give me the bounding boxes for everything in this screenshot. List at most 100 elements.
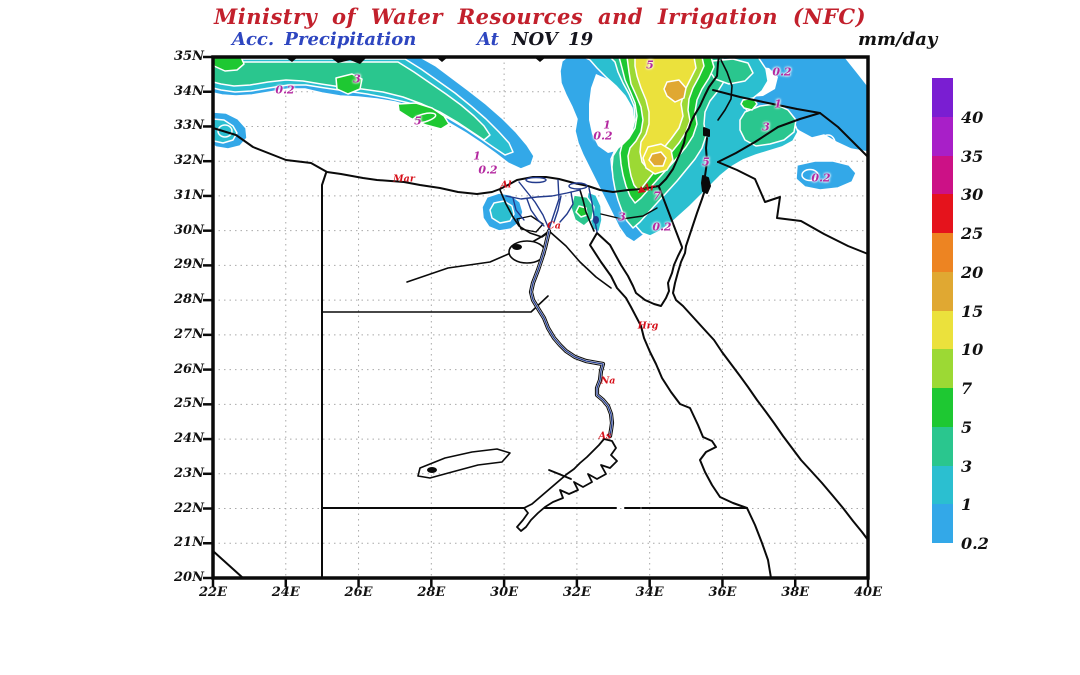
y-axis-label: 20N — [174, 569, 204, 585]
subtitle: Acc. Precipitation — [232, 29, 417, 50]
city-label: Hrg — [637, 320, 659, 332]
dead-sea — [701, 175, 711, 194]
colorbar-label: 10 — [961, 340, 984, 360]
colorbar-label: 1 — [961, 495, 973, 515]
x-axis-label: 40E — [854, 585, 882, 600]
contour-label: 0.2 — [772, 65, 792, 79]
contour-label: 0.2 — [478, 163, 498, 177]
colorbar-segment — [932, 116, 953, 156]
units-label: mm/day — [858, 29, 938, 50]
jordan-river — [704, 137, 708, 177]
red-sea-coastline — [589, 232, 772, 579]
x-axis-label: 36E — [708, 585, 737, 600]
x-axis-label: 24E — [271, 585, 300, 600]
contour-label: 0.2 — [593, 129, 613, 143]
city-label: As — [598, 430, 612, 442]
x-axis-label: 22E — [199, 585, 227, 600]
admin-line-27n — [321, 295, 549, 313]
lake-burullus — [525, 176, 547, 184]
city-label: Ca — [547, 220, 561, 232]
nile-river — [505, 176, 618, 532]
contour-label: 3 — [618, 210, 626, 224]
city-label: Ar — [642, 182, 656, 194]
libya-sudan-border — [212, 550, 244, 579]
aqaba-saudi-coastline — [672, 245, 869, 541]
delta-branches — [505, 176, 599, 233]
subtitle-at: At — [477, 29, 499, 50]
jordan-saudi-border — [717, 161, 869, 255]
delta-east-admin — [579, 189, 595, 232]
y-axis-label: 32N — [174, 153, 204, 169]
colorbar-segment — [932, 155, 953, 195]
y-axis-label: 34N — [174, 83, 204, 99]
colorbar-label: 3 — [961, 456, 973, 476]
colorbar-segment — [932, 194, 953, 233]
colorbar-segment — [932, 78, 953, 117]
colorbar-segment — [932, 349, 953, 388]
y-axis-label: 26N — [174, 361, 204, 377]
arish-marker — [638, 186, 646, 193]
contour-label: 5 — [414, 114, 422, 128]
contour-label: 5 — [702, 155, 710, 169]
colorbar-label: 7 — [961, 379, 973, 398]
x-axis-label: 34E — [635, 585, 664, 600]
city-label: Mar — [393, 173, 415, 185]
sinai-coastline — [596, 232, 683, 307]
colorbar-label: 15 — [961, 301, 984, 321]
suez-canal — [588, 187, 598, 233]
y-axis-label: 23N — [174, 465, 204, 481]
y-axis-label: 29N — [174, 257, 204, 273]
colorbar-segment — [932, 233, 953, 272]
y-axis-label: 30N — [174, 222, 204, 238]
y-axis-label: 28N — [174, 292, 204, 308]
x-axis-label: 28E — [417, 585, 446, 600]
coastlines-borders — [212, 56, 869, 579]
y-axis-label: 24N — [174, 431, 204, 447]
frame-and-ticks — [203, 55, 870, 587]
y-axis-label: 35N — [174, 49, 204, 64]
city-label: Al — [500, 179, 512, 191]
y-axis-label: 33N — [174, 118, 204, 134]
jordan-valley-border — [685, 192, 705, 247]
colorbar — [932, 78, 953, 543]
colorbar-segment — [932, 388, 953, 427]
colorbar-label: 40 — [961, 107, 984, 127]
syria-border-north — [712, 89, 869, 158]
contour-label: 0.2 — [275, 83, 295, 97]
egypt-israel-border — [658, 186, 683, 248]
x-axis-label: 32E — [562, 585, 591, 600]
colorbar-label: 20 — [961, 262, 984, 282]
delta-west-admin — [499, 189, 550, 238]
sea-of-galilee — [703, 127, 710, 137]
precip-isolated-patch — [795, 160, 857, 191]
colorbar-label: 5 — [961, 417, 973, 437]
contour-label: 1 — [603, 118, 611, 132]
contour-label: 3 — [762, 120, 770, 134]
admin-cairo-southeast — [548, 230, 612, 289]
colorbar-segment — [932, 426, 953, 466]
contour-label: 1 — [774, 97, 782, 111]
x-axis-label: 26E — [344, 585, 373, 600]
lebanon-border — [717, 59, 733, 121]
y-axis-label: 31N — [174, 187, 204, 203]
precip-fills — [212, 56, 869, 243]
toshka-lake — [427, 467, 437, 473]
lake-manzala — [568, 182, 588, 190]
x-axis-label: 30E — [490, 585, 519, 600]
contour-label: 0.2 — [811, 171, 831, 185]
colorbar-segment — [932, 504, 953, 543]
libya-egypt-border — [321, 172, 327, 579]
x-axis-label: 38E — [781, 585, 810, 600]
syria-jordan-border — [717, 112, 821, 163]
admin-sinai — [600, 207, 658, 220]
contour-label: 0.2 — [652, 220, 672, 234]
colorbar-segment — [932, 271, 953, 311]
colorbar-label: 30 — [961, 185, 984, 205]
contour-label: 3 — [353, 72, 361, 86]
wadi-natrun-loop — [516, 215, 544, 233]
toshka-depression — [417, 448, 511, 479]
y-axis-label: 22N — [174, 500, 204, 516]
city-label: Na — [600, 375, 616, 387]
